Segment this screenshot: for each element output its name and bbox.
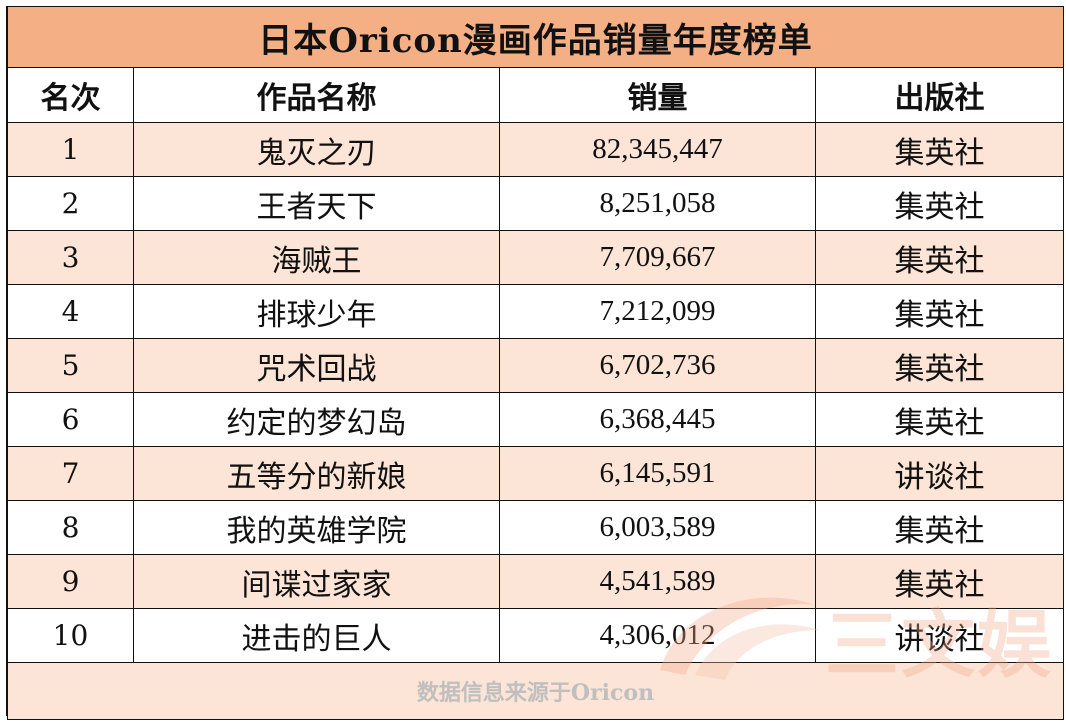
work-cell: 排球少年 (133, 284, 500, 339)
work-cell: 我的英雄学院 (133, 500, 500, 555)
table-row: 5 咒术回战 6,702,736 集英社 (7, 338, 1065, 393)
publisher-cell: 讲谈社 (814, 608, 1065, 663)
table-row: 7 五等分的新娘 6,145,591 讲谈社 (7, 446, 1065, 501)
rank-cell: 4 (7, 284, 134, 339)
rank-cell: 10 (7, 608, 134, 663)
rank-cell: 9 (7, 554, 134, 609)
rank-cell: 2 (7, 176, 134, 231)
publisher-cell: 集英社 (814, 230, 1065, 285)
table-row: 3 海贼王 7,709,667 集英社 (7, 230, 1065, 285)
rank-cell: 5 (7, 338, 134, 393)
table-row: 9 间谍过家家 4,541,589 集英社 (7, 554, 1065, 609)
work-cell: 咒术回战 (133, 338, 500, 393)
footer-row: 数据信息来源于Oricon (6, 662, 1065, 720)
header-row: 名次 作品名称 销量 出版社 (7, 67, 1065, 123)
publisher-cell: 集英社 (814, 122, 1065, 177)
publisher-cell: 集英社 (814, 392, 1065, 447)
header-sales: 销量 (499, 67, 816, 123)
sales-cell: 6,003,589 (499, 500, 816, 555)
header-work: 作品名称 (133, 67, 500, 123)
ranking-sheet: 日本Oricon漫画作品销量年度榜单 名次 作品名称 销量 出版社 1 鬼灭之刃… (6, 6, 1065, 720)
table-row: 2 王者天下 8,251,058 集英社 (7, 176, 1065, 231)
table-row: 1 鬼灭之刃 82,345,447 集英社 (7, 122, 1065, 177)
sales-cell: 7,709,667 (499, 230, 816, 285)
publisher-cell: 集英社 (814, 554, 1065, 609)
rank-cell: 7 (7, 446, 134, 501)
work-cell: 间谍过家家 (133, 554, 500, 609)
table-row: 8 我的英雄学院 6,003,589 集英社 (7, 500, 1065, 555)
work-cell: 王者天下 (133, 176, 500, 231)
sales-cell: 6,368,445 (499, 392, 816, 447)
sales-cell: 4,306,012 (499, 608, 816, 663)
publisher-cell: 集英社 (814, 284, 1065, 339)
work-cell: 鬼灭之刃 (133, 122, 500, 177)
publisher-cell: 讲谈社 (814, 446, 1065, 501)
rank-cell: 3 (7, 230, 134, 285)
header-publisher: 出版社 (814, 67, 1065, 123)
sales-cell: 4,541,589 (499, 554, 816, 609)
table-row: 6 约定的梦幻岛 6,368,445 集英社 (7, 392, 1065, 447)
work-cell: 约定的梦幻岛 (133, 392, 500, 447)
rank-cell: 6 (7, 392, 134, 447)
sales-cell: 82,345,447 (499, 122, 816, 177)
title-row: 日本Oricon漫画作品销量年度榜单 (6, 6, 1065, 68)
ranking-table: 日本Oricon漫画作品销量年度榜单 名次 作品名称 销量 出版社 1 鬼灭之刃… (6, 6, 1065, 720)
work-cell: 海贼王 (133, 230, 500, 285)
publisher-cell: 集英社 (814, 500, 1065, 555)
table-row: 4 排球少年 7,212,099 集英社 (7, 284, 1065, 339)
table-title: 日本Oricon漫画作品销量年度榜单 (6, 6, 1065, 68)
header-rank: 名次 (7, 67, 134, 123)
work-cell: 进击的巨人 (133, 608, 500, 663)
rank-cell: 8 (7, 500, 134, 555)
publisher-cell: 集英社 (814, 338, 1065, 393)
sales-cell: 8,251,058 (499, 176, 816, 231)
sales-cell: 6,702,736 (499, 338, 816, 393)
sales-cell: 7,212,099 (499, 284, 816, 339)
rank-cell: 1 (7, 122, 134, 177)
source-note: 数据信息来源于Oricon (6, 662, 1065, 720)
publisher-cell: 集英社 (814, 176, 1065, 231)
table-row: 10 进击的巨人 4,306,012 讲谈社 (7, 608, 1065, 663)
work-cell: 五等分的新娘 (133, 446, 500, 501)
sales-cell: 6,145,591 (499, 446, 816, 501)
